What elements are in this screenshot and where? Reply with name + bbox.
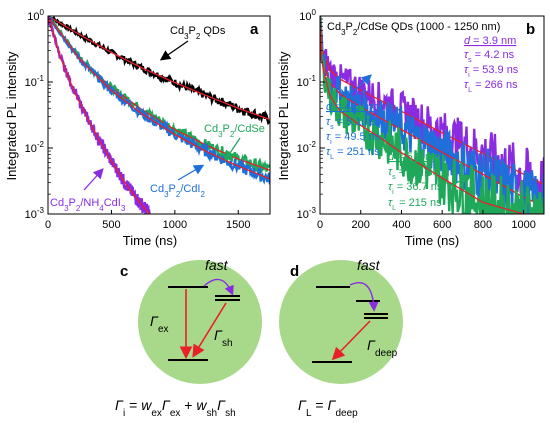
- annotation-3-9nm-tau-l: τL = 266 ns: [464, 79, 518, 94]
- annotation-3-9nm-tau-s: τs = 4.2 ns: [464, 49, 515, 64]
- panel-b-ytick-label: 10-1: [297, 74, 317, 89]
- panel-b-xlabel: Time (ns): [405, 233, 459, 248]
- panel-d-arrow-deep: [331, 320, 371, 361]
- panel-b-header: Cd3P2/CdSe QDs (1000 - 1250 nm): [327, 21, 500, 37]
- panel-b-xtick-label: 400: [392, 219, 410, 231]
- panel-d-gamma-deep: Γdeep: [367, 337, 398, 359]
- panel-b-frame: [319, 15, 545, 215]
- panel-d-fast-label: fast: [357, 257, 381, 273]
- panel-a-fit-cd3p2-nh4cdi3: [48, 16, 150, 214]
- arrow-5-8nm: [449, 174, 473, 187]
- panel-b-xtick-label: 800: [474, 219, 492, 231]
- panel-a-xtick-label: 0: [45, 219, 51, 231]
- annotation-4-8nm-tau-s: τs = 5.1 ns: [326, 116, 377, 131]
- panel-a-xtick-label: 1000: [163, 219, 187, 231]
- panel-a-ticks: 0 500 1000 1500 100 10-1 10-2 10-3: [25, 8, 251, 231]
- panel-b-fit-d-5-8-nm: [320, 16, 544, 214]
- annotation-3-9nm-d: d = 3.9 nm: [464, 35, 516, 47]
- panel-a-ytick-label: 10-3: [25, 206, 45, 221]
- panel-b-ticks: 0 200 400 600 800 1000 100 10-1 10-2 10-3: [297, 8, 536, 231]
- label-cd3p2-qds: Cd3P2 QDs: [170, 25, 226, 41]
- arrow-cd3p2-qds: [159, 40, 189, 61]
- panel-a-series-cd3p2-cdse: [48, 16, 270, 175]
- annotation-5-8nm-tau-l: τL = 215 ns: [388, 197, 442, 212]
- panel-b-data: [320, 16, 544, 214]
- panel-b-xtick-label: 200: [352, 219, 370, 231]
- arrow-cd3p2-cdi2: [177, 164, 205, 181]
- panel-a-letter: a: [250, 21, 259, 38]
- panel-a-xtick-label: 1500: [226, 219, 250, 231]
- annotation-5-8nm-tau-i: τi = 36.7 ns: [388, 181, 443, 196]
- arrow-cd3p2-cdse: [224, 137, 241, 162]
- annotation-4-8nm-tau-l: τL = 251 ns: [326, 146, 380, 161]
- panel-d-letter: d: [290, 263, 299, 280]
- panel-a-xtick-label: 500: [102, 219, 120, 231]
- panel-c-gamma-ex: Γex: [150, 313, 169, 335]
- panel-c-gamma-sh: Γsh: [214, 327, 233, 349]
- label-cd3p2-nh4cdi3: Cd3P2/NH4CdI3: [50, 197, 126, 213]
- label-cd3p2-cdi2: Cd3P2/CdI2: [150, 183, 206, 199]
- panel-d-fast-arrow: [349, 282, 379, 312]
- arrow-4-8nm: [345, 74, 372, 99]
- panel-a-data: [48, 16, 270, 214]
- panel-a-ytick-label: 10-1: [25, 74, 45, 89]
- annotation-4-8nm-d: d = 4.8 nm: [326, 101, 378, 113]
- panel-a-fit-cd3p2-cdse: [48, 16, 270, 171]
- panel-b-letter: b: [526, 21, 535, 38]
- panel-b-xtick-label: 1000: [511, 219, 535, 231]
- annotation-4-8nm: d = 4.8 nm τs = 5.1 ns τi = 49.5 ns τL =…: [326, 101, 381, 161]
- panel-b-ytick-label: 10-3: [297, 206, 317, 221]
- panel-d-equation: ΓL = Γdeep: [298, 397, 358, 419]
- panel-b-xtick-label: 0: [317, 219, 323, 231]
- panel-b-ytick-label: 10-2: [297, 140, 317, 155]
- panel-d-sphere: [279, 260, 403, 384]
- annotation-4-8nm-tau-i: τi = 49.5 ns: [326, 131, 381, 146]
- annotation-5-8nm: d = 5.8 nm τs = 3.3 ns τi = 36.7 ns τL =…: [388, 151, 443, 212]
- panel-b: 0 200 400 600 800 1000 100 10-1 10-2 10-3 Cd3P2/C…: [276, 8, 545, 248]
- panel-b-ylabel: Integrated PL intensity: [276, 51, 291, 180]
- panel-a-fit-cd3p2-qds: [48, 16, 270, 121]
- panel-a-ytick-label: 100: [27, 8, 44, 23]
- panel-c-letter: c: [120, 263, 128, 280]
- annotation-3-9nm-tau-i: τi = 53.9 ns: [464, 64, 519, 79]
- panel-c-fast-arrow: [203, 278, 234, 296]
- panel-c-arrow-sh: [192, 302, 227, 358]
- panel-a-ylabel: Integrated PL intensity: [4, 51, 19, 180]
- panel-d: d fast Γdeep ΓL = Γdeep: [279, 257, 403, 419]
- panel-a-ytick-label: 10-2: [25, 140, 45, 155]
- panel-b-series-d-5-8-nm: [320, 16, 544, 214]
- panel-b-ytick-label: 100: [299, 8, 316, 23]
- panel-c-equation: Γi = wexΓex + wshΓsh: [115, 397, 236, 419]
- annotation-5-8nm-d: d = 5.8 nm: [388, 151, 440, 163]
- panel-b-xtick-label: 600: [433, 219, 451, 231]
- panel-c-fast-label: fast: [205, 257, 229, 273]
- panel-a-fit-cd3p2-cdi2: [48, 16, 270, 180]
- panel-a-xlabel: Time (ns): [123, 233, 177, 248]
- annotation-3-9nm: d = 3.9 nm τs = 4.2 ns τi = 53.9 ns τL =…: [464, 35, 519, 94]
- panel-a-series-cd3p2-qds: [48, 16, 270, 126]
- annotation-5-8nm-tau-s: τs = 3.3 ns: [388, 166, 439, 181]
- label-cd3p2-cdse: Cd3P2/CdSe: [204, 123, 265, 139]
- panel-c: c fast Γex Γsh Γi = wexΓex + wshΓsh: [115, 257, 262, 419]
- arrow-cd3p2-nh4cdi3: [83, 168, 104, 191]
- panel-a-frame: [47, 15, 271, 215]
